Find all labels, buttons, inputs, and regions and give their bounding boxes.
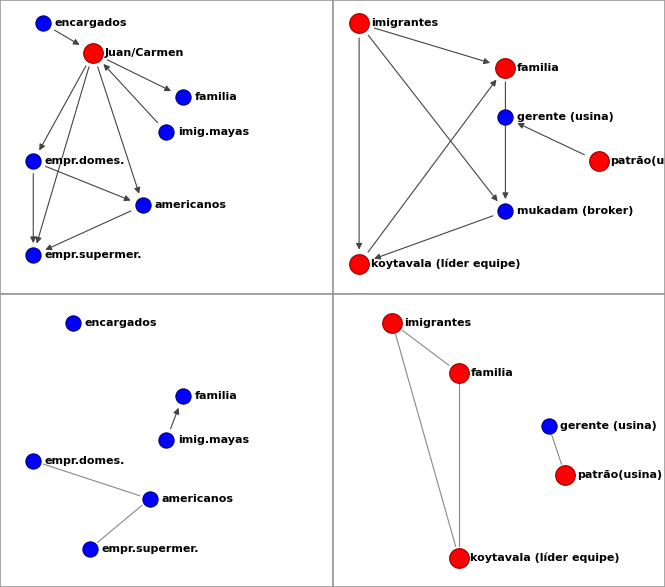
- Text: gerente (usina): gerente (usina): [517, 112, 614, 123]
- Text: mukadam (broker): mukadam (broker): [517, 206, 634, 217]
- Text: imig.mayas: imig.mayas: [178, 127, 249, 137]
- Text: patrão(usina): patrão(usina): [577, 470, 662, 481]
- Text: imigrantes: imigrantes: [371, 18, 438, 29]
- Text: americanos: americanos: [154, 200, 227, 211]
- Text: koytavala (líder equipe): koytavala (líder equipe): [371, 259, 520, 269]
- Point: [28, 157, 39, 166]
- Point: [84, 544, 95, 554]
- Point: [500, 113, 511, 122]
- Point: [178, 392, 188, 401]
- Point: [454, 553, 464, 562]
- Text: familia: familia: [195, 92, 237, 102]
- Text: imig.mayas: imig.mayas: [178, 435, 249, 446]
- Text: empr.supermer.: empr.supermer.: [45, 250, 142, 261]
- Text: familia: familia: [517, 62, 560, 73]
- Text: empr.domes.: empr.domes.: [45, 456, 125, 466]
- Point: [387, 318, 398, 328]
- Point: [500, 207, 511, 216]
- Point: [560, 471, 571, 480]
- Point: [454, 368, 464, 377]
- Text: familia: familia: [195, 391, 237, 402]
- Point: [68, 318, 78, 328]
- Point: [593, 157, 604, 166]
- Point: [138, 201, 148, 210]
- Point: [161, 127, 172, 137]
- Point: [354, 19, 364, 28]
- Text: encargados: encargados: [55, 18, 128, 29]
- Text: encargados: encargados: [85, 318, 158, 328]
- Point: [38, 19, 49, 28]
- Point: [543, 421, 554, 430]
- Text: koytavala (líder equipe): koytavala (líder equipe): [471, 552, 620, 563]
- Point: [354, 259, 364, 269]
- Point: [28, 456, 39, 465]
- Text: patrão(usina): patrão(usina): [610, 156, 665, 167]
- Point: [88, 48, 98, 58]
- Point: [178, 92, 188, 102]
- Text: gerente (usina): gerente (usina): [561, 420, 657, 431]
- Point: [144, 494, 155, 504]
- Point: [161, 436, 172, 445]
- Text: imigrantes: imigrantes: [404, 318, 471, 328]
- Text: empr.supermer.: empr.supermer.: [102, 544, 199, 554]
- Text: americanos: americanos: [161, 494, 233, 504]
- Point: [500, 63, 511, 72]
- Point: [28, 251, 39, 260]
- Text: Juan/Carmen: Juan/Carmen: [105, 48, 184, 58]
- Text: empr.domes.: empr.domes.: [45, 156, 125, 167]
- Text: familia: familia: [471, 367, 513, 378]
